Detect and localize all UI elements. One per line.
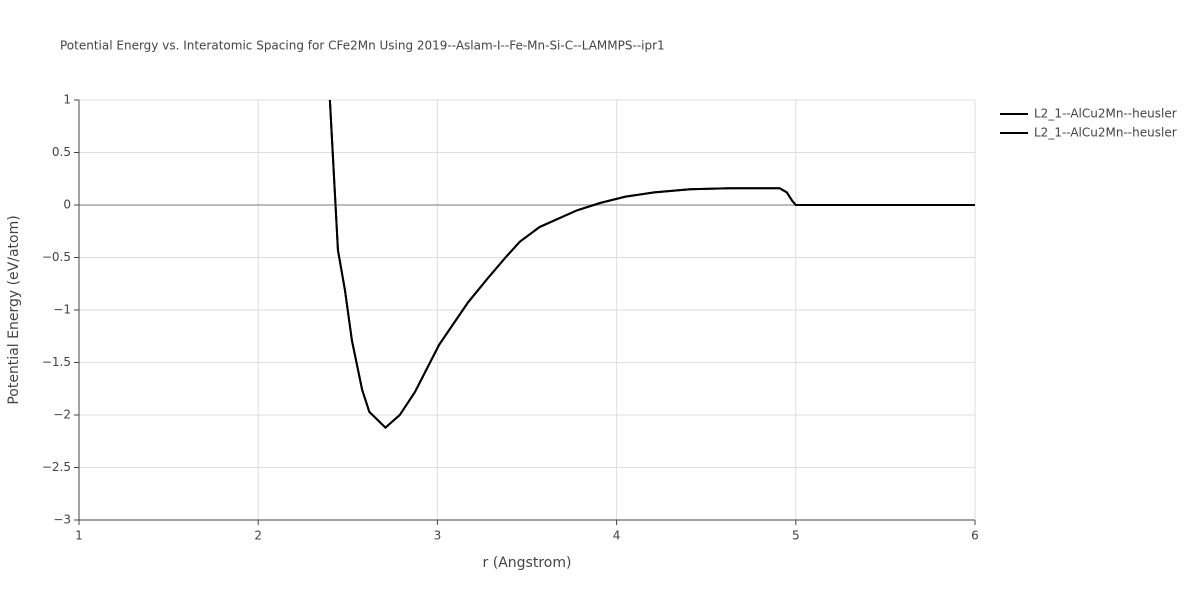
y-tick-label: −2.5 (42, 460, 71, 474)
y-tick-label: −0.5 (42, 250, 71, 264)
y-tick-label: −3 (53, 513, 71, 527)
y-axis-title: Potential Energy (eV/atom) (6, 215, 22, 404)
legend-label: L2_1--AlCu2Mn--heusler (1034, 126, 1177, 140)
x-tick-label: 1 (75, 529, 83, 543)
x-tick-label: 2 (254, 529, 262, 543)
chart-title: Potential Energy vs. Interatomic Spacing… (60, 39, 665, 53)
x-axis-title: r (Angstrom) (483, 555, 572, 571)
x-tick-label: 3 (434, 529, 442, 543)
y-tick-label: 0.5 (52, 145, 71, 159)
line-series (328, 100, 975, 429)
y-tick-label: 0 (63, 198, 71, 212)
x-tick-label: 6 (971, 529, 979, 543)
x-tick-label: 5 (792, 529, 800, 543)
x-tick-label: 4 (613, 529, 621, 543)
y-tick-label: 1 (63, 93, 71, 107)
line-series (328, 100, 975, 429)
y-tick-label: −1 (53, 303, 71, 317)
y-tick-label: −1.5 (42, 355, 71, 369)
legend-label: L2_1--AlCu2Mn--heusler (1034, 107, 1177, 121)
y-tick-label: −2 (53, 408, 71, 422)
